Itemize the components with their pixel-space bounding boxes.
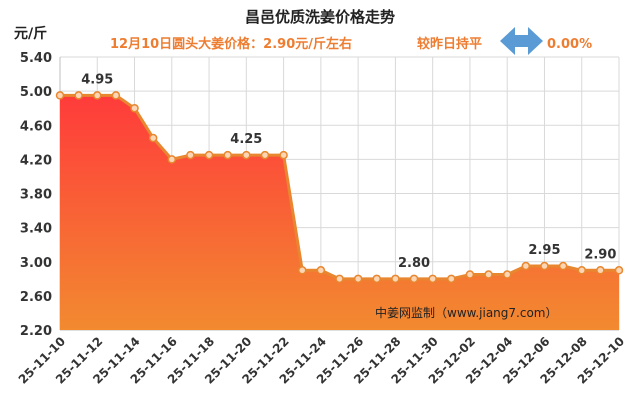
chart-title: 昌邑优质洗姜价格走势 [245,8,395,26]
data-point [447,274,456,284]
data-point [279,150,288,160]
y-axis-ticks: 5.40 5.00 4.60 4.20 3.80 3.40 3.00 2.60 2.20 [20,51,52,339]
data-point [465,270,475,279]
data-point [372,274,382,284]
y-tick-label: 3.80 [20,188,52,203]
data-point [111,91,121,100]
data-point [335,274,344,284]
data-point [614,266,624,275]
data-point [55,91,65,100]
compare-text: 较昨日持平 [417,36,482,52]
y-axis-unit: 元/斤 [14,25,47,42]
data-point [484,270,493,279]
x-axis-ticks: 25-11-1025-11-1225-11-1425-11-1625-11-18… [16,334,627,386]
data-point [428,274,437,284]
data-label: 4.95 [81,72,113,87]
data-point [316,266,326,275]
chart-subtitle: 12月10日圆头大姜价格：2.90元/斤左右 [110,36,352,52]
data-point [93,91,102,100]
y-tick-label: 2.20 [20,324,52,339]
y-tick-label: 4.60 [20,119,52,134]
data-point [223,150,232,160]
data-point [242,150,251,160]
data-point [186,150,195,160]
data-label: 4.25 [230,132,262,147]
data-point [558,261,568,271]
y-tick-label: 4.20 [20,153,52,168]
data-point [540,261,549,271]
area-series [60,93,619,330]
area-fill [60,95,619,330]
data-label: 2.80 [398,256,430,271]
data-point [521,261,531,271]
watermark-text: 中姜网监制（www.jiang7.com） [375,305,557,320]
data-label: 2.90 [584,247,616,262]
data-point [260,150,270,160]
y-tick-label: 3.00 [20,256,52,271]
change-value: 0.00% [547,37,592,52]
data-point [167,155,177,164]
y-tick-label: 3.40 [20,222,52,237]
data-point [391,274,400,284]
y-tick-label: 5.00 [20,85,52,100]
data-point [409,274,419,284]
data-labels: 4.95 4.25 2.80 2.95 2.90 [81,72,616,270]
data-point [74,91,83,100]
data-point [577,266,586,275]
data-point [148,133,158,143]
data-point [297,266,307,275]
data-point [130,103,139,113]
data-point [596,266,605,275]
data-point [502,270,512,279]
data-label: 2.95 [528,243,560,258]
data-point [353,274,363,284]
y-tick-label: 5.40 [20,51,52,66]
point-markers [55,91,624,284]
data-point [204,150,214,160]
y-tick-label: 2.60 [20,290,52,305]
double-arrow-icon [500,27,543,55]
